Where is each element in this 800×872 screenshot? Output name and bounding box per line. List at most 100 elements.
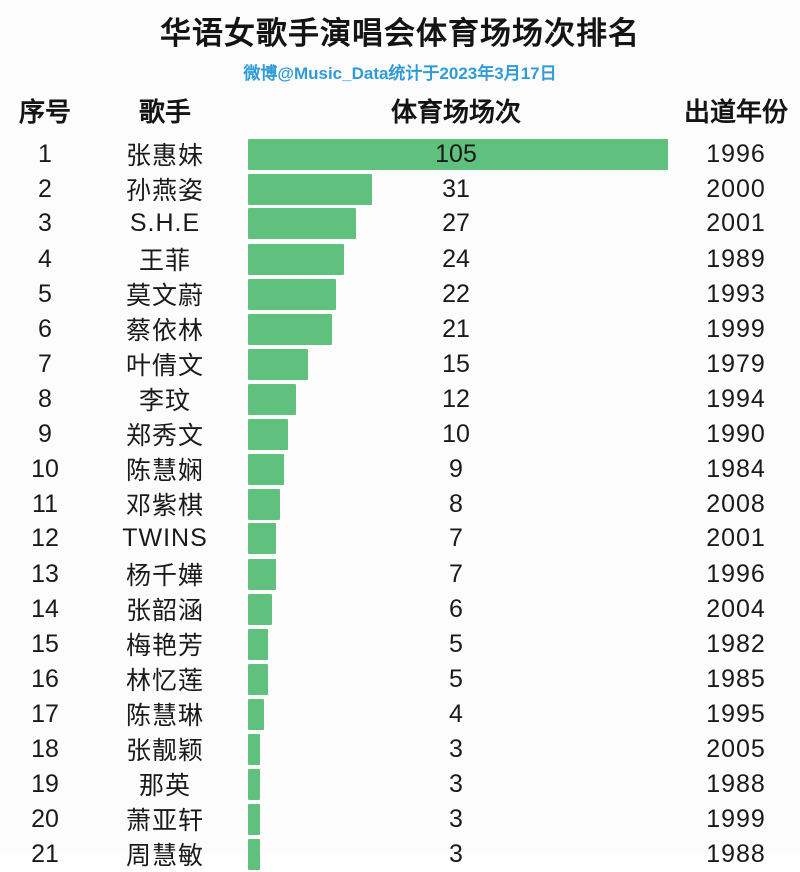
concert-count-bar	[248, 453, 284, 485]
concert-count-value: 3	[449, 734, 463, 763]
singer-name: 林忆莲	[125, 667, 204, 695]
bar-cell: 3	[240, 837, 672, 872]
debut-year: 1988	[706, 839, 766, 868]
concert-count-bar	[248, 768, 260, 800]
rank-value: 8	[38, 384, 52, 413]
table-row: 16 林忆莲 5 1985	[0, 661, 800, 696]
singer-name: S.H.E	[129, 209, 201, 237]
concert-count-value: 9	[449, 454, 463, 483]
concert-count-value: 7	[449, 559, 463, 588]
table-header: 序号 歌手 体育场场次 出道年份	[0, 92, 800, 128]
rank-value: 17	[31, 699, 59, 728]
debut-year: 1984	[706, 454, 766, 483]
rank-value: 18	[31, 734, 59, 763]
rank-value: 11	[32, 489, 58, 518]
debut-year: 1993	[706, 279, 766, 308]
bar-cell: 31	[240, 172, 672, 207]
debut-year: 1996	[706, 559, 766, 588]
bar-cell: 6	[240, 592, 672, 627]
debut-year: 2000	[706, 174, 766, 203]
table-row: 7 叶倩文 15 1979	[0, 346, 800, 381]
table-row: 11 邓紫棋 8 2008	[0, 486, 800, 521]
singer-name: 萧亚轩	[125, 807, 204, 835]
table-row: 1 张惠妹 105 1996	[0, 136, 800, 171]
concert-count-value: 15	[442, 349, 470, 378]
table-row: 19 那英 3 1988	[0, 766, 800, 801]
debut-year: 1982	[706, 629, 766, 658]
concert-count-bar	[248, 523, 276, 554]
singer-name: 李玟	[138, 387, 191, 415]
debut-year: 1979	[706, 349, 766, 378]
debut-year: 2001	[706, 524, 766, 552]
singer-name: 陈慧琳	[125, 702, 204, 730]
concert-count-value: 3	[449, 804, 463, 833]
concert-count-bar	[248, 733, 260, 765]
table-row: 4 王菲 24 1989	[0, 241, 800, 276]
table-row: 3 S.H.E 27 2001	[0, 206, 800, 241]
concert-count-bar	[248, 348, 308, 380]
bar-cell: 4	[240, 697, 672, 732]
singer-name: 张靓颖	[125, 737, 204, 765]
table-row: 18 张靓颖 3 2005	[0, 731, 800, 766]
table-row: 17 陈慧琳 4 1995	[0, 696, 800, 731]
debut-year: 1994	[706, 384, 766, 413]
concert-count-value: 4	[449, 699, 463, 728]
concert-count-bar	[248, 418, 288, 450]
table-row: 21 周慧敏 3 1988	[0, 836, 800, 871]
rank-value: 10	[31, 454, 59, 483]
rank-value: 20	[31, 804, 59, 833]
table-row: 6 蔡依林 21 1999	[0, 311, 800, 346]
bar-cell: 9	[240, 452, 672, 487]
singer-name: 周慧敏	[125, 842, 204, 870]
debut-year: 1995	[706, 699, 766, 728]
singer-name: 莫文蔚	[125, 282, 204, 310]
concert-count-value: 5	[449, 664, 463, 693]
rank-value: 14	[31, 594, 59, 623]
debut-year: 2001	[706, 209, 766, 237]
rank-value: 2	[38, 174, 52, 203]
rank-value: 3	[38, 209, 52, 237]
table-body: 1 张惠妹 105 1996 2 孙燕姿 31 2000 3 S.H.E 27 2001 4 王菲 24 19…	[0, 136, 800, 871]
concert-count-value: 7	[449, 524, 463, 552]
singer-name: 张惠妹	[125, 142, 204, 170]
header-count: 体育场场次	[390, 97, 521, 127]
table-row: 12 TWINS 7 2001	[0, 521, 800, 556]
concert-count-value: 8	[449, 489, 463, 518]
bar-cell: 22	[240, 277, 672, 312]
singer-name: 陈慧娴	[125, 457, 204, 485]
concert-count-bar	[248, 208, 356, 239]
rank-value: 7	[38, 349, 52, 378]
rank-value: 1	[38, 139, 52, 168]
rank-value: 16	[31, 664, 59, 693]
bar-cell: 10	[240, 417, 672, 452]
debut-year: 1988	[706, 769, 766, 798]
concert-count-bar	[248, 278, 336, 310]
debut-year: 1999	[706, 314, 766, 343]
singer-name: 叶倩文	[125, 352, 204, 380]
bar-cell: 24	[240, 242, 672, 277]
table-row: 15 梅艳芳 5 1982	[0, 626, 800, 661]
concert-count-value: 27	[442, 209, 470, 237]
concert-count-value: 12	[442, 384, 470, 413]
singer-name: 蔡依林	[125, 317, 204, 345]
rank-value: 21	[31, 839, 59, 868]
bar-cell: 105	[240, 137, 672, 172]
page-title: 华语女歌手演唱会体育场场次排名	[160, 16, 640, 51]
concert-count-bar	[248, 313, 332, 345]
table-row: 13 杨千嬅 7 1996	[0, 556, 800, 591]
table-row: 10 陈慧娴 9 1984	[0, 451, 800, 486]
bar-cell: 5	[240, 662, 672, 697]
concert-count-bar	[248, 593, 272, 625]
table-row: 2 孙燕姿 31 2000	[0, 171, 800, 206]
debut-year: 1989	[706, 244, 766, 273]
rank-value: 15	[31, 629, 59, 658]
concert-count-value: 5	[449, 629, 463, 658]
concert-count-bar	[248, 803, 260, 835]
bar-cell: 7	[240, 557, 672, 592]
concert-count-bar	[248, 173, 372, 205]
table-row: 8 李玟 12 1994	[0, 381, 800, 416]
rank-value: 9	[38, 419, 52, 448]
concert-count-value: 6	[449, 594, 463, 623]
concert-count-bar	[248, 698, 264, 730]
bar-cell: 15	[240, 347, 672, 382]
